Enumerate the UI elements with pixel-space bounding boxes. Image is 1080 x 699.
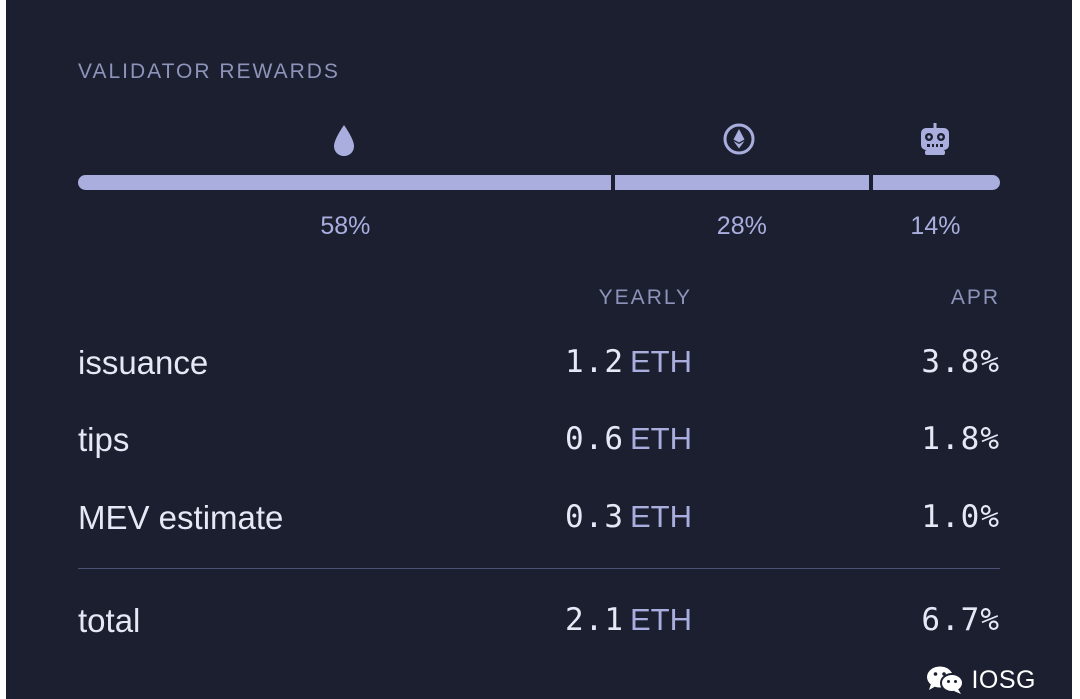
row-apr: 1.8% <box>921 421 1000 457</box>
yearly-value: 0.6 <box>565 421 624 457</box>
row-apr: 1.0% <box>921 499 1000 535</box>
row-label: MEV estimate <box>78 499 284 536</box>
robot-icon <box>921 123 949 155</box>
yearly-unit: ETH <box>630 344 692 379</box>
watermark-text: IOSG <box>971 665 1036 694</box>
yearly-unit: ETH <box>630 421 692 456</box>
section-title: VALIDATOR REWARDS <box>78 60 340 83</box>
column-header-apr: APR <box>950 286 1000 309</box>
total-yearly: 2.1 ETH <box>565 602 692 638</box>
total-yearly-value: 2.1 <box>565 602 624 638</box>
percent-label-mev: 14% <box>910 212 961 240</box>
total-row: total 2.1 ETH 6.7% <box>6 602 1072 646</box>
row-yearly: 0.6 ETH <box>565 421 692 457</box>
table-row: tips 0.6 ETH 1.8% <box>6 421 1072 465</box>
row-apr: 3.8% <box>921 344 1000 380</box>
yearly-value: 1.2 <box>565 344 624 380</box>
row-yearly: 1.2 ETH <box>565 344 692 380</box>
table-row: issuance 1.2 ETH 3.8% <box>6 344 1072 388</box>
yearly-unit: ETH <box>630 499 692 534</box>
row-label: tips <box>78 421 130 458</box>
watermark: IOSG <box>925 663 1036 697</box>
rewards-distribution-bar <box>78 175 1000 190</box>
percent-label-tips: 28% <box>716 212 767 240</box>
table-row: MEV estimate 0.3 ETH 1.0% <box>6 499 1072 543</box>
bar-segment-issuance <box>78 175 611 190</box>
total-label: total <box>78 602 141 639</box>
row-yearly: 0.3 ETH <box>565 499 692 535</box>
total-apr: 6.7% <box>921 602 1000 638</box>
bar-segment-tips <box>614 175 869 190</box>
total-yearly-unit: ETH <box>630 602 692 637</box>
ethereum-icon <box>723 123 755 155</box>
yearly-value: 0.3 <box>565 499 624 535</box>
bar-segment-mev <box>872 175 1000 190</box>
validator-rewards-panel: VALIDATOR REWARDS 58% 28% 14% YEARLY APR… <box>6 0 1072 699</box>
percent-label-issuance: 58% <box>320 212 371 240</box>
column-header-yearly: YEARLY <box>598 286 692 309</box>
total-divider <box>78 568 1000 569</box>
wechat-icon <box>927 666 965 694</box>
water-drop-icon <box>334 125 354 156</box>
row-label: issuance <box>78 344 209 381</box>
